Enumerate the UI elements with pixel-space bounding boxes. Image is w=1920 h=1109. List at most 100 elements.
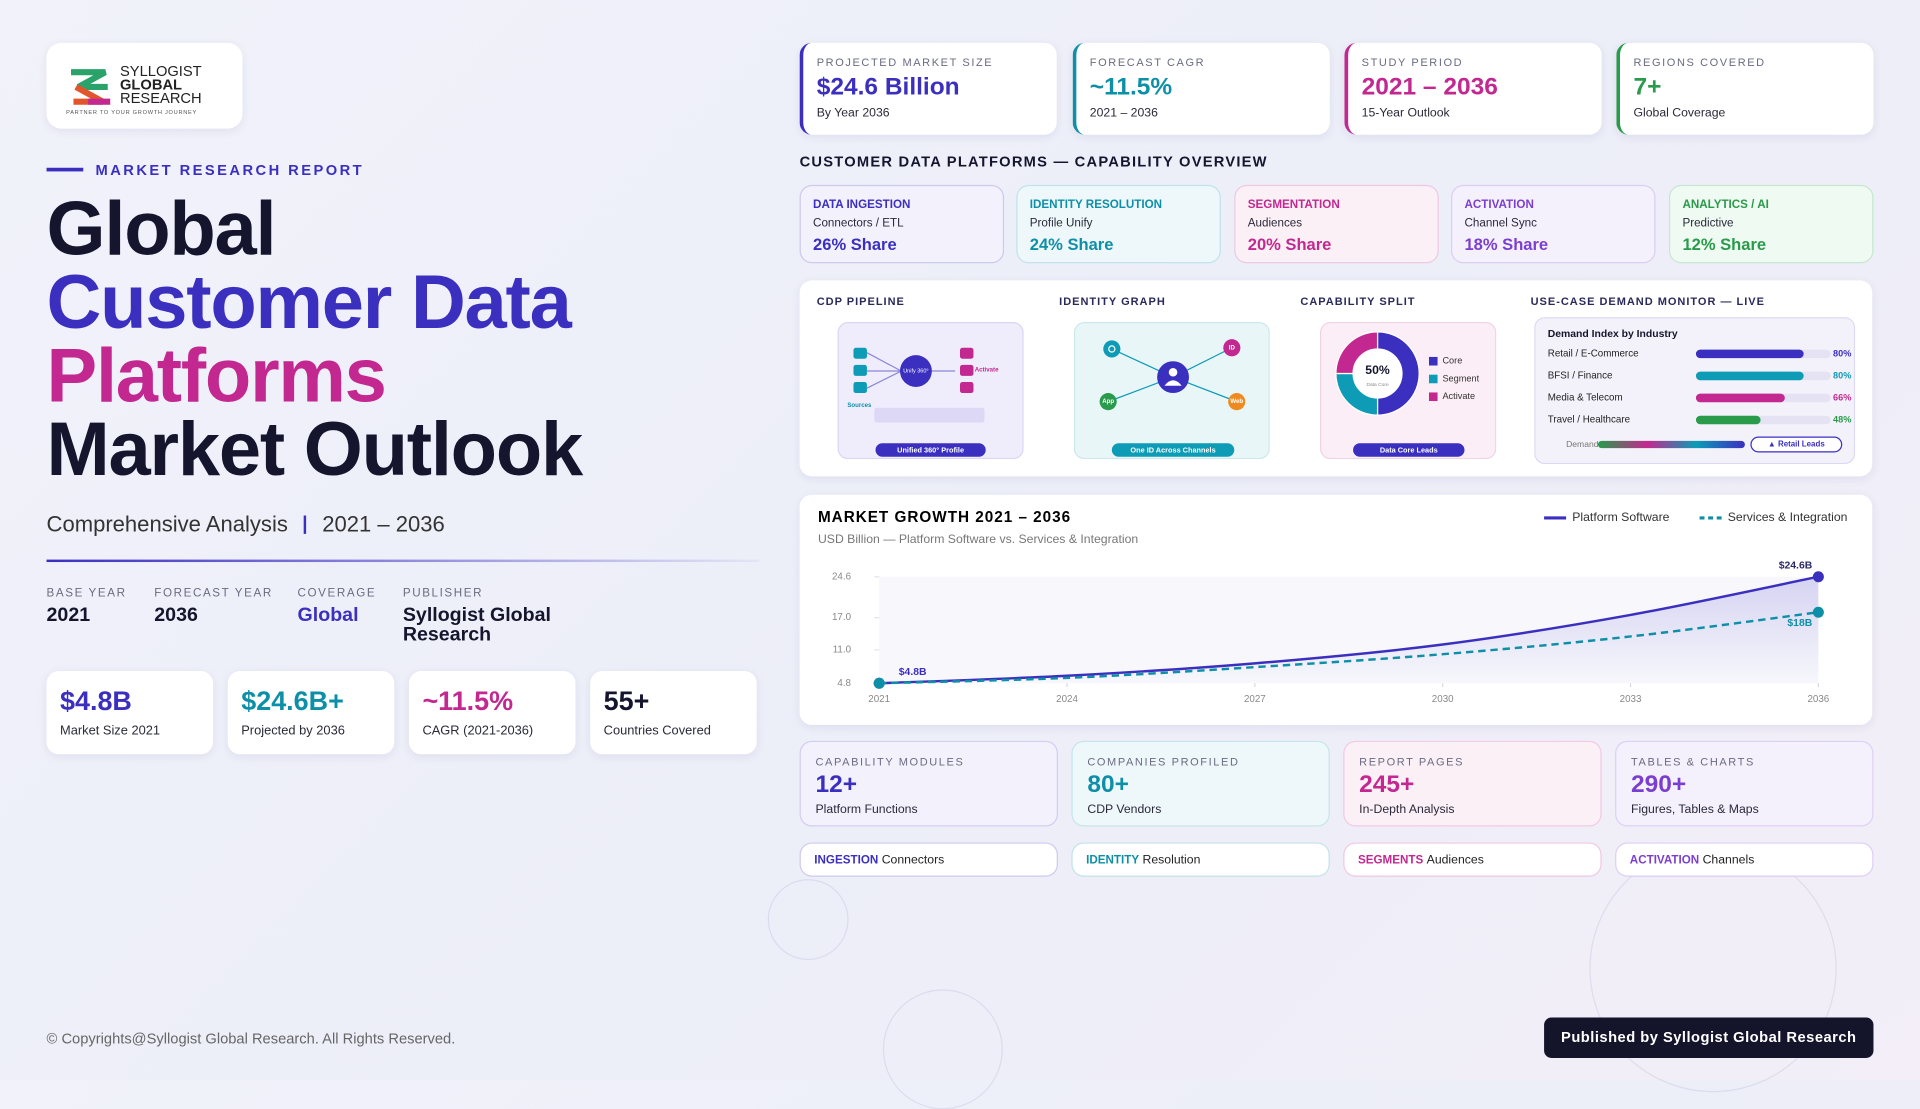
capability-card: SEGMENTATION Audiences 20% Share [1234, 184, 1439, 264]
stat-label: Countries Covered [603, 723, 711, 739]
tag-key: ACTIVATION [1629, 853, 1700, 867]
subtitle-period: 2021 – 2036 [322, 511, 445, 537]
capability-sub: Channel Sync [1464, 216, 1537, 231]
caption: Data Core Leads [1380, 446, 1438, 455]
kpi-card: PROJECTED MARKET SIZE $24.6 Billion By Yea… [799, 42, 1057, 135]
decor-circle [767, 879, 849, 960]
kpi-note: 2021 – 2036 [1089, 106, 1158, 120]
x-tick-label: 2033 [1620, 694, 1642, 705]
stat-label: Projected by 2036 [241, 723, 345, 739]
area [879, 576, 1819, 684]
node-icon [1108, 345, 1116, 353]
count-sub: Platform Functions [815, 803, 918, 817]
source-node [853, 347, 867, 359]
meta-label: BASE YEAR [46, 586, 127, 600]
stat-card: $4.8B Market Size 2021 [46, 671, 214, 755]
person-icon [1168, 367, 1178, 377]
legend-label: Platform Software [1572, 510, 1669, 524]
node-label: App [1102, 398, 1114, 405]
tag-text: Resolution [1142, 853, 1201, 867]
kpi-label: STUDY PERIOD [1361, 56, 1464, 69]
legend-label: Demand: [1566, 439, 1601, 449]
count-label: TABLES & CHARTS [1631, 755, 1755, 768]
bar [1695, 349, 1804, 359]
capability-label: ACTIVATION [1464, 198, 1534, 212]
panel-title: IDENTITY GRAPH [1059, 295, 1166, 308]
output-node [960, 347, 974, 359]
count-label: CAPABILITY MODULES [815, 755, 965, 768]
x-tick-label: 2024 [1056, 694, 1078, 705]
point [1812, 606, 1824, 618]
caption-pill [1111, 443, 1235, 457]
output-node [960, 382, 974, 394]
capability-label: SEGMENTATION [1247, 198, 1340, 212]
kpi-note: 15-Year Outlook [1361, 106, 1450, 120]
category-label: BFSI / Finance [1548, 371, 1613, 382]
capability-card: ACTIVATION Channel Sync 18% Share [1451, 184, 1656, 264]
capability-sub: Profile Unify [1029, 216, 1093, 231]
bar [1695, 371, 1804, 381]
logo-mark [71, 69, 111, 105]
title-line: Platforms [46, 334, 387, 419]
logo-card: SYLLOGIST GLOBAL RESEARCH PARTNER TO YOU… [46, 42, 243, 129]
kpi-note: By Year 2036 [816, 106, 890, 120]
meta-value: Global [297, 604, 359, 626]
capability-sub: Predictive [1682, 216, 1734, 231]
capability-sub: Audiences [1247, 216, 1303, 231]
legend-swatch [1428, 374, 1438, 384]
panel-title: USE-CASE DEMAND MONITOR — LIVE [1530, 295, 1765, 308]
graph-node [1223, 339, 1241, 357]
kpi-label: PROJECTED MARKET SIZE [816, 56, 994, 69]
logo-text: SYLLOGIST GLOBAL RESEARCH [120, 64, 202, 107]
meta-value: 2036 [154, 604, 198, 626]
legend-swatch [1428, 356, 1438, 366]
pipeline-diagram: Unify 360° Activate Sources Unified 360°… [837, 322, 1024, 460]
logo-line: RESEARCH [120, 89, 202, 107]
legend-label: Activate [1442, 391, 1475, 401]
capability-sub: Connectors / ETL [813, 216, 904, 231]
stat-card: $24.6B+ Projected by 2036 [227, 671, 395, 755]
value-label: $24.6B [1779, 560, 1813, 571]
y-tick-label: 17.0 [832, 612, 852, 623]
count-sub: Figures, Tables & Maps [1631, 803, 1759, 817]
y-tick-label: 11.0 [833, 645, 852, 656]
count-value: 80+ [1087, 771, 1129, 799]
tag-text: Channels [1702, 853, 1755, 867]
tag-text: Connectors [881, 853, 945, 867]
subtitle-text: Comprehensive Analysis [46, 511, 288, 537]
capability-card: DATA INGESTION Connectors / ETL 26% Share [799, 184, 1005, 264]
meta-value: Syllogist Global Research [402, 604, 551, 646]
publisher-badge: Published by Syllogist Global Research [1544, 1017, 1874, 1058]
hub-label: Unify 360° [903, 368, 928, 374]
chart-title: MARKET GROWTH 2021 – 2036 [818, 509, 1071, 526]
donut-chart: Core Segment Activate 50% Data Core Data Core… [1320, 322, 1497, 460]
donut-hole [1353, 348, 1403, 398]
graph-node [1103, 340, 1121, 358]
meta-label: COVERAGE [297, 586, 377, 600]
profile-bar [874, 407, 985, 423]
category-label: Media & Telecom [1548, 393, 1623, 404]
y-tick-label: 24.6 [832, 571, 852, 582]
legend-label: Segment [1442, 373, 1479, 383]
eyebrow: MARKET RESEARCH REPORT [95, 161, 365, 179]
x-tick-label: 2021 [868, 694, 890, 705]
count-value: 290+ [1631, 771, 1687, 799]
growth-chart: MARKET GROWTH 2021 – 2036 USD Billion — P… [818, 509, 1848, 705]
node-label: ID [1229, 344, 1236, 351]
eyebrow-rule [46, 167, 84, 172]
center-label: 50% [1365, 363, 1390, 377]
count-sub: CDP Vendors [1087, 803, 1162, 817]
hub-node [900, 355, 932, 387]
meta-label: PUBLISHER [402, 586, 484, 600]
caption-pill [875, 443, 986, 457]
demand-chart: Demand Index by Industry Retail / E-Comme… [1534, 317, 1856, 465]
source-label: Sources [847, 402, 872, 409]
kpi-value: ~11.5% [1089, 73, 1173, 101]
stat-label: Market Size 2021 [60, 723, 161, 739]
value-label: 66% [1833, 392, 1851, 402]
caption-pill [1353, 443, 1465, 457]
kpi-label: REGIONS COVERED [1633, 56, 1766, 69]
count-card: TABLES & CHARTS 290+ Figures, Tables & Map… [1615, 740, 1874, 827]
value-label: 48% [1833, 414, 1851, 424]
series-line [879, 611, 1819, 685]
